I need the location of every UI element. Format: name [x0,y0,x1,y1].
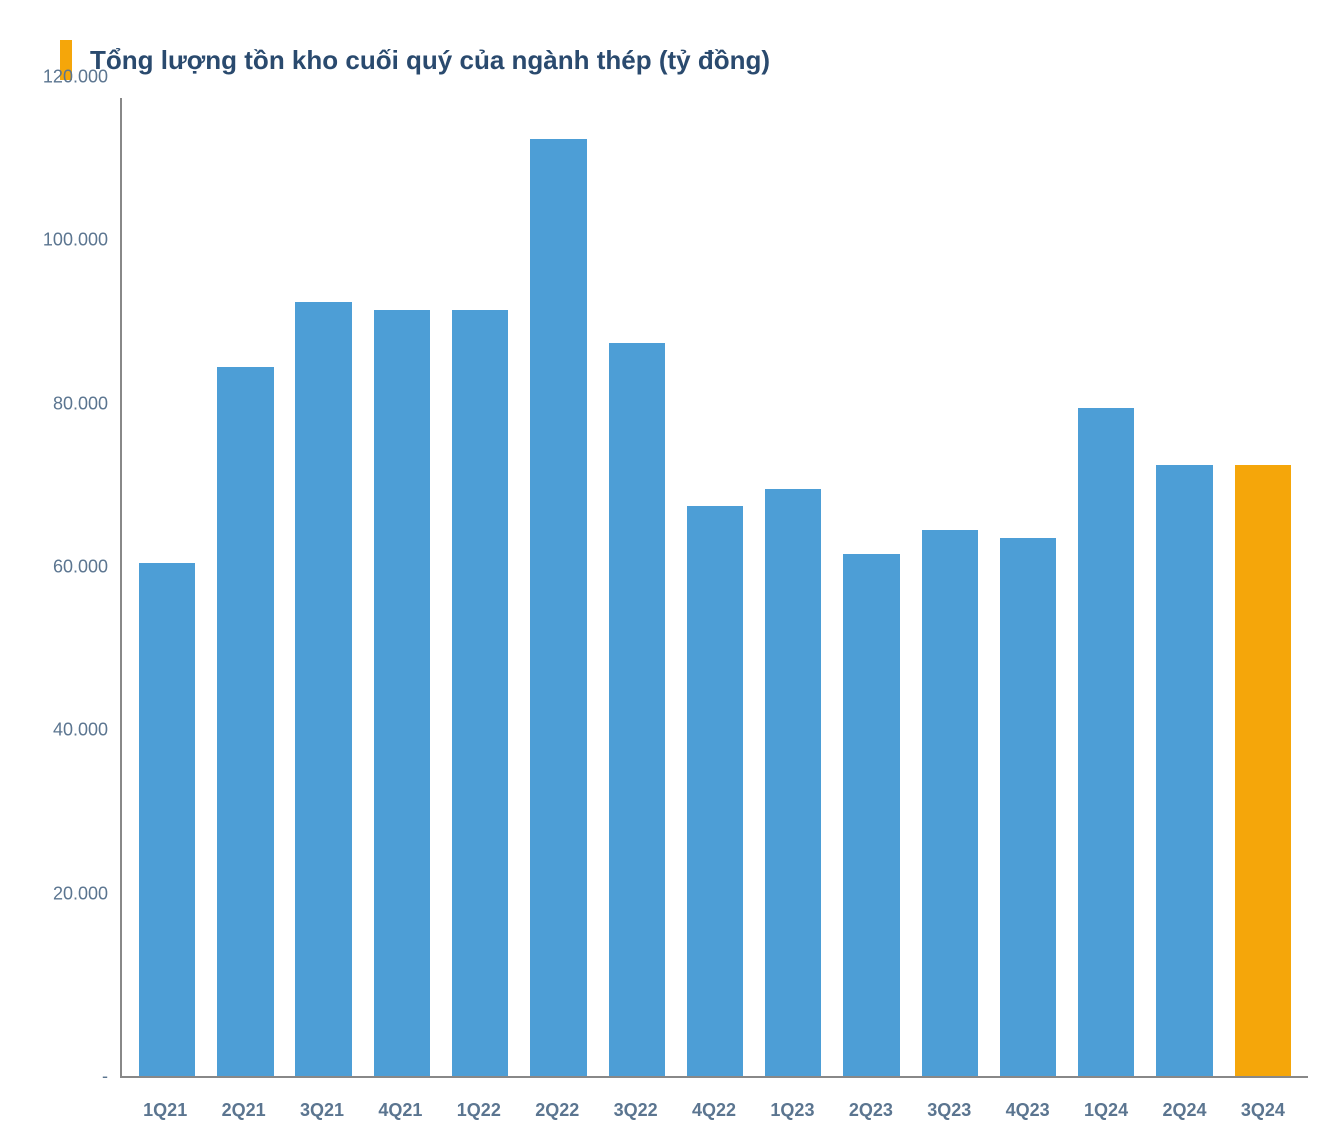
x-tick-label: 1Q24 [1067,1078,1145,1121]
x-tick-label: 3Q24 [1224,1078,1302,1121]
bar [452,310,508,1076]
bar [765,489,821,1076]
y-tick-label: 120.000 [30,67,108,88]
bar-slot [1145,98,1223,1076]
bar [1235,465,1291,1076]
bar-slot [989,98,1067,1076]
x-axis-labels: 1Q212Q213Q214Q211Q222Q223Q224Q221Q232Q23… [120,1078,1308,1121]
bar-slot [363,98,441,1076]
bar-slot [754,98,832,1076]
bar-slot [1067,98,1145,1076]
chart-title: Tổng lượng tồn kho cuối quý của ngành th… [90,45,770,76]
bar [922,530,978,1076]
bar [687,506,743,1077]
bar-slot [598,98,676,1076]
x-tick-label: 4Q23 [988,1078,1066,1121]
x-tick-label: 1Q23 [753,1078,831,1121]
y-tick-label: 20.000 [30,883,108,904]
bar [1000,538,1056,1076]
bar-slot [441,98,519,1076]
plot-wrapper: - 20.00040.00060.00080.000100.000120.000 [30,98,1308,1078]
x-tick-label: 1Q22 [440,1078,518,1121]
bar [1078,408,1134,1076]
bar-slot [285,98,363,1076]
x-tick-label: 2Q21 [204,1078,282,1121]
y-tick-label: 80.000 [30,393,108,414]
x-tick-label: 3Q22 [596,1078,674,1121]
plot-area [120,98,1308,1078]
bar [295,302,351,1076]
bar [139,563,195,1076]
bar-slot [519,98,597,1076]
y-tick-origin: - [102,1066,108,1087]
bar [843,554,899,1076]
bar-slot [911,98,989,1076]
bar-slot [206,98,284,1076]
bar [609,343,665,1077]
bars-row [122,98,1308,1076]
bar [217,367,273,1076]
bar [530,139,586,1076]
bar-slot [1224,98,1302,1076]
x-tick-label: 4Q21 [361,1078,439,1121]
bar [1156,465,1212,1076]
bar-slot [128,98,206,1076]
x-tick-label: 1Q21 [126,1078,204,1121]
x-tick-label: 2Q24 [1145,1078,1223,1121]
y-tick-label: 100.000 [30,230,108,251]
x-tick-label: 2Q22 [518,1078,596,1121]
bar-slot [832,98,910,1076]
x-tick-label: 3Q23 [910,1078,988,1121]
chart-container: Tổng lượng tồn kho cuối quý của ngành th… [0,0,1338,1140]
x-tick-label: 3Q21 [283,1078,361,1121]
y-tick-label: 60.000 [30,557,108,578]
bar [374,310,430,1076]
y-tick-label: 40.000 [30,720,108,741]
chart-title-row: Tổng lượng tồn kho cuối quý của ngành th… [60,40,1308,80]
x-tick-label: 4Q22 [675,1078,753,1121]
x-tick-label: 2Q23 [832,1078,910,1121]
y-axis: - 20.00040.00060.00080.000100.000120.000 [30,98,120,1078]
bar-slot [676,98,754,1076]
